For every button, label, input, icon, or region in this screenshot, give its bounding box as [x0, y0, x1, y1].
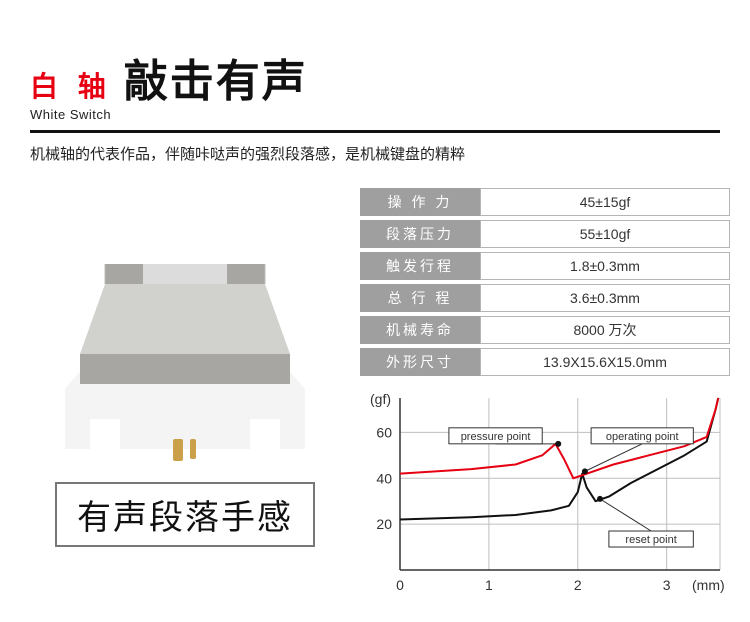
table-row: 触发行程1.8±0.3mm — [360, 252, 730, 280]
spec-value: 45±15gf — [480, 188, 730, 216]
table-row: 外形尺寸13.9X15.6X15.0mm — [360, 348, 730, 376]
table-row: 操 作 力45±15gf — [360, 188, 730, 216]
force-travel-chart: 0 1 2 3 20 40 60 (gf) (mm) pressure point operatin… — [360, 388, 730, 598]
spec-value: 13.9X15.6X15.0mm — [480, 348, 730, 376]
svg-text:operating point: operating point — [606, 431, 679, 443]
spec-value: 1.8±0.3mm — [480, 252, 730, 280]
tactile-caption: 有声段落手感 — [55, 482, 315, 547]
spec-value: 8000 万次 — [480, 316, 730, 344]
spec-label: 操 作 力 — [360, 188, 480, 216]
svg-text:2: 2 — [574, 577, 582, 593]
svg-text:40: 40 — [376, 470, 392, 486]
svg-text:60: 60 — [376, 424, 392, 440]
svg-text:0: 0 — [396, 577, 404, 593]
spec-label: 外形尺寸 — [360, 348, 480, 376]
title-row: 白 轴 White Switch 敲击有声 — [30, 45, 720, 122]
svg-text:20: 20 — [376, 516, 392, 532]
switch-label-en: White Switch — [30, 107, 112, 122]
table-row: 机械寿命8000 万次 — [360, 316, 730, 344]
table-row: 段落压力55±10gf — [360, 220, 730, 248]
svg-text:(gf): (gf) — [370, 391, 391, 407]
spec-label: 触发行程 — [360, 252, 480, 280]
switch-illustration — [35, 184, 335, 464]
photo-column: 有声段落手感 — [20, 184, 350, 603]
spec-column: 操 作 力45±15gf段落压力55±10gf触发行程1.8±0.3mm总 行 … — [360, 184, 730, 603]
svg-text:reset point: reset point — [625, 534, 676, 546]
svg-text:(mm): (mm) — [692, 577, 725, 593]
table-row: 总 行 程3.6±0.3mm — [360, 284, 730, 312]
spec-table: 操 作 力45±15gf段落压力55±10gf触发行程1.8±0.3mm总 行 … — [360, 184, 730, 380]
spec-label: 总 行 程 — [360, 284, 480, 312]
svg-text:pressure point: pressure point — [461, 431, 531, 443]
switch-label-cn: 白 轴 — [30, 65, 112, 105]
spec-value: 3.6±0.3mm — [480, 284, 730, 312]
headline: 敲击有声 — [124, 45, 308, 109]
svg-text:1: 1 — [485, 577, 493, 593]
spec-label: 段落压力 — [360, 220, 480, 248]
spec-value: 55±10gf — [480, 220, 730, 248]
header: 白 轴 White Switch 敲击有声 — [0, 0, 750, 122]
subtitle: 机械轴的代表作品，伴随咔哒声的强烈段落感，是机械键盘的精粹 — [0, 143, 750, 164]
svg-text:3: 3 — [663, 577, 671, 593]
content: 有声段落手感 操 作 力45±15gf段落压力55±10gf触发行程1.8±0.… — [0, 164, 750, 603]
header-underline — [30, 130, 720, 133]
switch-label-block: 白 轴 White Switch — [30, 65, 112, 122]
spec-label: 机械寿命 — [360, 316, 480, 344]
